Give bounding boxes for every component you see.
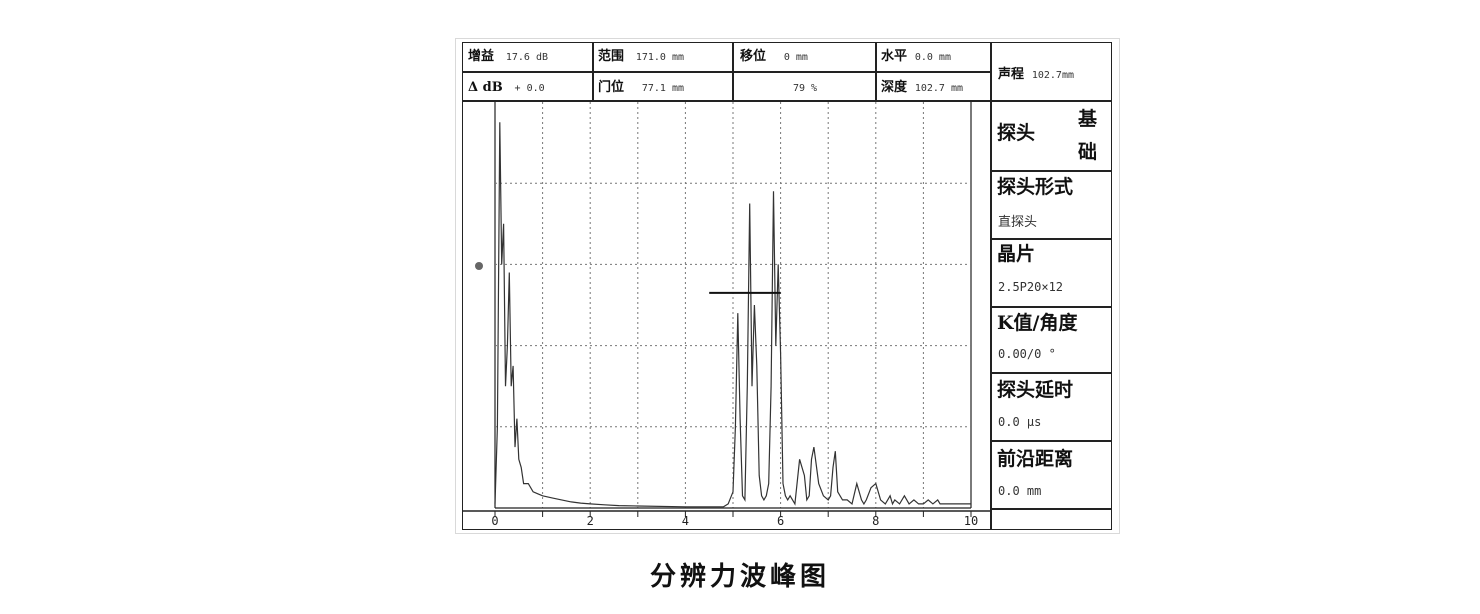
shift-label: 移位 [740,49,767,64]
amplitude-value: 79 % [793,83,818,94]
instrument-screen [462,42,1112,530]
horizontal-field: 水平 0.0 mm [881,49,951,65]
header-col-divider-2 [732,42,734,100]
sound-path-field: 声程 102.7mm [998,67,1074,83]
x-tick-label: 0 [491,514,498,528]
delta-db-label: Δ dB [468,80,503,95]
device-frame [455,38,1120,534]
depth-value: 102.7 mm [914,83,964,94]
k-value-label: K值/角度 [997,312,1078,334]
x-tick-label: 8 [872,514,879,528]
probe-type-label: 探头形式 [997,176,1074,198]
sound-path-value: 102.7mm [1031,70,1074,81]
probe-delay-label: 探头延时 [997,379,1074,401]
panel-row-divider [990,508,1112,510]
gain-field: 增益 17.6 dB [468,49,548,65]
panel-row-divider [990,306,1112,308]
panel-row-divider [990,170,1112,172]
k-value: 0.00/0 ° [998,347,1056,361]
horizontal-value: 0.0 mm [914,52,951,63]
figure-caption: 分辨力波峰图 [649,562,830,592]
horizontal-label: 水平 [881,49,908,64]
depth-field: 深度 102.7 mm [881,80,963,96]
probe-value-2: 础 [1078,141,1098,163]
gate-value: 77.1 mm [641,83,684,94]
x-tick-label: 4 [682,514,689,528]
delta-db-field: Δ dB + 0.0 [468,80,545,96]
gain-value: 17.6 dB [505,52,548,63]
header-bottom-divider [462,100,1112,102]
reference-marker-dot [475,262,483,270]
chart-grid [494,102,972,509]
x-tick-label: 6 [777,514,784,528]
shift-value: 0 mm [783,52,808,63]
x-tick-label: 2 [587,514,594,528]
panel-divider [990,42,992,530]
front-distance-label: 前沿距离 [997,448,1074,470]
probe-type-value: 直探头 [998,215,1038,230]
depth-label: 深度 [881,80,908,95]
waveform-chart: 0 2 4 6 8 10 [462,102,990,528]
x-axis-ticks: 0 2 4 6 8 10 [462,510,990,528]
panel-row-divider [990,238,1112,240]
range-field: 范围 171.0 mm [598,49,684,65]
waveform-line [494,122,971,508]
probe-value-1: 基 [1078,108,1098,130]
probe-delay-value: 0.0 μs [998,415,1042,429]
delta-db-value: + 0.0 [514,83,545,94]
sound-path-label: 声程 [998,67,1025,82]
panel-row-divider [990,440,1112,442]
gate-field: 门位 77.1 mm [598,80,684,96]
header-col-divider-1 [592,42,594,100]
range-label: 范围 [598,49,625,64]
panel-row-divider [990,372,1112,374]
front-distance-value: 0.0 mm [998,484,1042,498]
crystal-value: 2.5P20×12 [998,280,1064,294]
header-divider [462,71,990,73]
shift-field: 移位 0 mm [740,49,808,65]
gain-label: 增益 [468,49,495,64]
amplitude-field: 79 % [793,80,817,96]
range-value: 171.0 mm [635,52,685,63]
probe-label: 探头 [997,122,1036,144]
gate-label: 门位 [598,80,625,95]
x-tick-label: 10 [964,514,978,528]
crystal-label: 晶片 [997,243,1036,265]
header-col-divider-3 [875,42,877,100]
